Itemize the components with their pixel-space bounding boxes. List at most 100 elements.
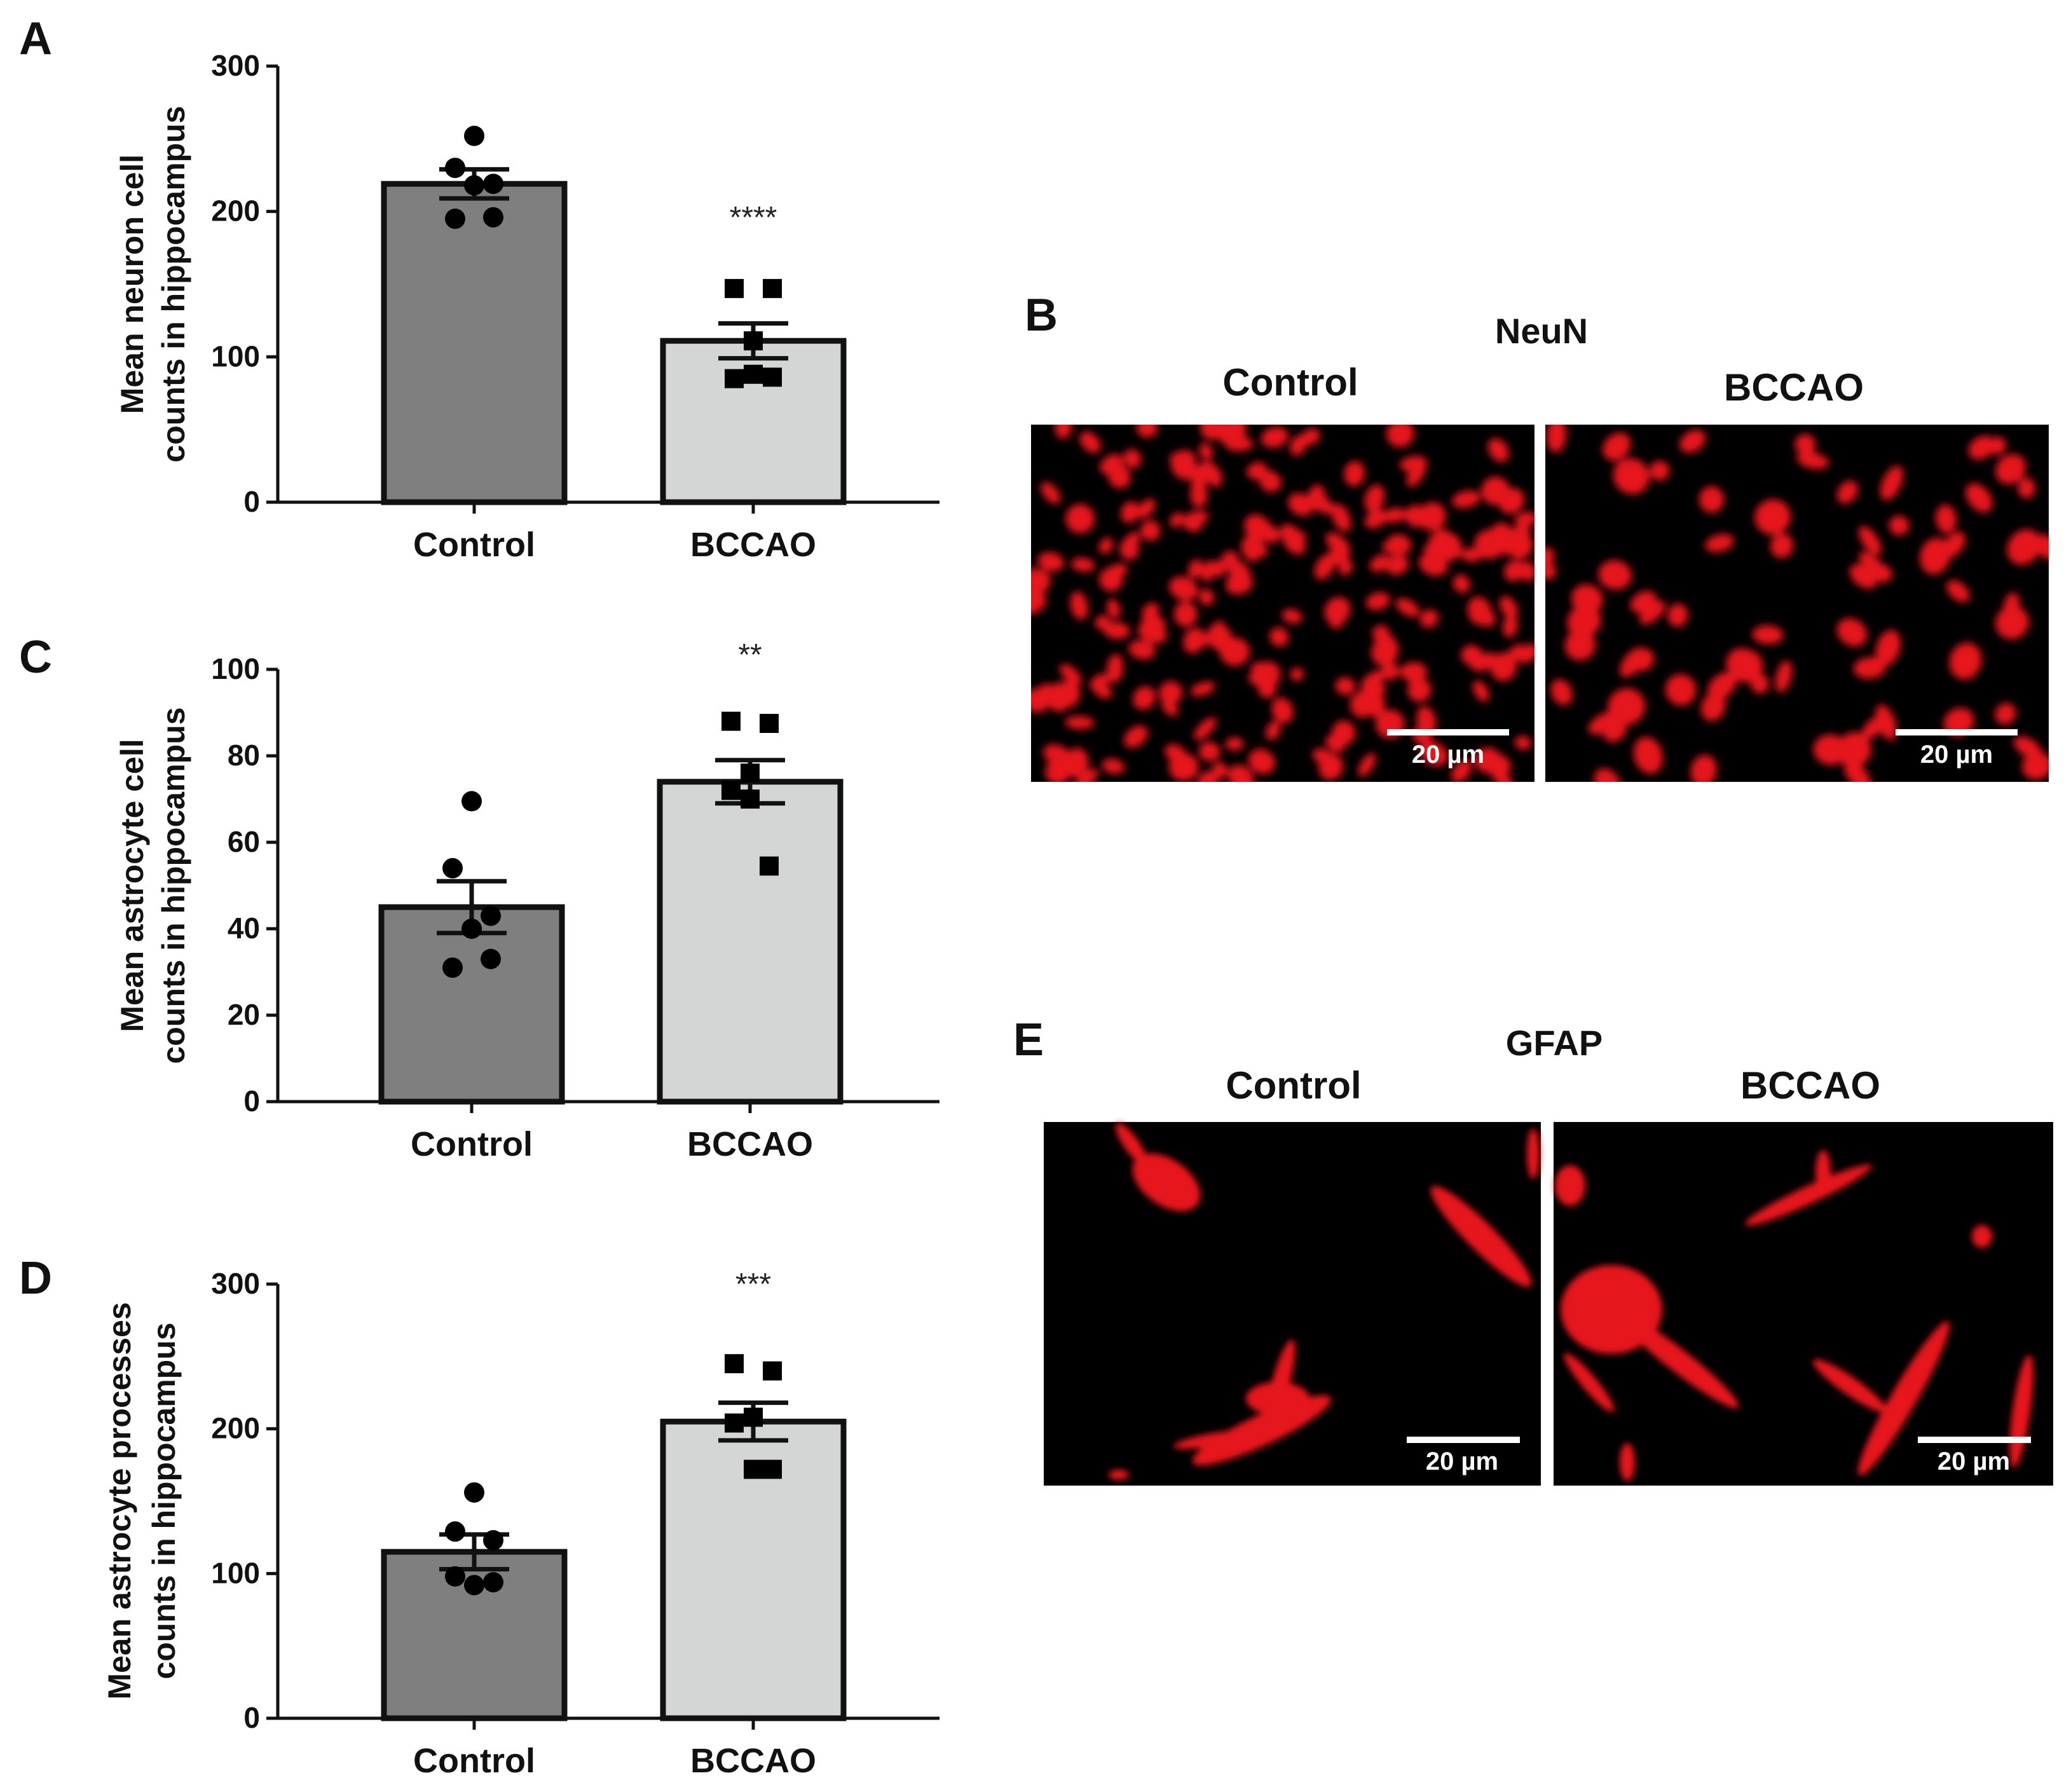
neun-stained-cell [1290,667,1304,681]
neun-stained-cell [1314,553,1336,580]
neun-stained-cell [2003,592,2020,621]
neun-stained-cell [1103,622,1130,640]
x-tick-label-control: Control [413,1742,535,1780]
neun-stained-cell [1079,431,1101,453]
neun-stained-cell [1074,768,1098,782]
data-point-control [461,919,482,939]
neun-stained-cell [1512,543,1533,560]
neun-control-label: Control [1222,361,1358,404]
neun-stained-cell [1065,503,1095,533]
y-tick-label: 300 [211,49,260,82]
data-point-control [464,125,484,146]
y-tick-label: 0 [243,1701,260,1734]
neun-stained-cell [1836,618,1868,647]
y-tick-label: 100 [211,339,260,373]
data-point-bccao [763,1361,782,1381]
gfap-bccao-label: BCCAO [1740,1064,1880,1107]
y-axis-label-line1: Mean astrocyte processes [102,1302,137,1699]
neun-stained-cell [1690,755,1717,782]
neun-stained-cell [1451,759,1472,782]
neun-stained-cell [1386,554,1409,575]
data-point-bccao [744,1407,763,1427]
neun-stained-cell [1308,491,1334,514]
neun-stained-cell [1889,515,1910,536]
neun-stained-cell [1836,481,1858,504]
neun-stained-cell [1499,596,1518,619]
neun-bccao-stain [1545,425,2049,782]
neun-stained-cell [1632,648,1655,671]
neun-stained-cell [1259,470,1281,493]
data-point-bccao [741,790,760,809]
neun-stained-cell [1844,760,1871,782]
neun-stained-cell [1108,464,1131,489]
neun-stained-cell [1194,717,1217,741]
neun-stained-cell [1770,533,1794,558]
x-tick-label-control: Control [411,1125,533,1163]
y-tick-label: 0 [243,1084,260,1118]
chart-astrocyte-processes: 0 100 200 300 Control BCCAO Mean astrocyte pro… [102,1267,940,1780]
gfap-title: GFAP [1506,1023,1603,1063]
data-point-bccao [763,278,782,298]
y-axis-label-line1: Mean neuron cell [114,154,150,414]
gfap-control-stain [1109,1123,1540,1480]
neun-stained-cell [1995,454,2026,484]
neun-stained-cell [1121,501,1140,523]
neun-stained-cell [1995,606,2029,640]
neun-stained-cell [1428,528,1451,554]
neun-stained-cell [1200,561,1215,582]
neun-stained-cell [2007,529,2042,565]
neun-stained-cell [1365,592,1390,610]
x-tick-label-bccao: BCCAO [690,1742,816,1780]
neun-stained-cell [1213,425,1234,444]
neun-stained-cell [1302,428,1320,445]
neun-stained-cell [1169,576,1198,601]
data-point-control [483,1571,503,1592]
neun-stained-cell [1608,688,1646,725]
neun-stained-cell [1197,770,1220,782]
y-axis-label-line1: Mean astrocyte cell [114,739,150,1032]
neun-stained-cell [1395,598,1420,617]
neun-stained-cell [2034,535,2049,561]
neun-stained-cell [1225,737,1244,751]
data-point-control [483,207,503,228]
data-point-bccao [725,278,744,298]
neun-stained-cell [1946,580,1970,603]
data-point-control [464,1482,484,1503]
data-point-bccao [763,367,782,387]
data-point-control [445,1521,465,1542]
neun-stained-cell [1248,749,1276,774]
panel-label-e: E [1013,1015,1044,1065]
neun-stained-cell [1399,456,1428,472]
neun-stained-cell [1361,670,1386,690]
neun-stained-cell [1124,725,1148,748]
gfap-bccao-scale-bar [1918,1437,2031,1443]
neun-micrograph-panel: NeuN Control BCCAO 20 µm 20 µm [1031,311,2049,782]
neun-stained-cell [1949,642,1982,680]
neun-stained-cell [1362,690,1385,718]
neun-stained-cell [1261,427,1288,448]
neun-stained-cell [1698,486,1725,513]
neun-stained-cell [1452,490,1481,509]
gfap-control-image: 20 µm [1044,1122,1541,1486]
neun-stained-cell [1407,678,1432,702]
data-point-control [464,1575,484,1596]
neun-stained-cell [1859,551,1889,580]
neun-stained-cell [1416,706,1437,736]
data-point-bccao [721,711,741,731]
neun-stained-cell [1041,482,1061,504]
data-point-bccao [725,369,744,388]
neun-stained-cell [1335,677,1356,695]
neun-stained-cell [1603,432,1631,461]
neun-stained-cell [1794,434,1816,455]
y-axis-label-line2: counts in hippocampus [156,106,191,462]
chart-neuron-counts: 0 100 200 300 Control BCCAO Mean neuron cell co… [114,49,940,564]
data-point-bccao [741,763,760,783]
neun-stained-cell [1199,589,1215,606]
neun-stained-cell [1490,652,1517,681]
neun-stained-cell [1107,598,1121,619]
panel-label-a: A [19,13,52,64]
panel-label-c: C [19,632,52,683]
neun-stained-cell [1920,538,1951,575]
neun-stained-cell [1199,443,1213,460]
y-axis-label-line2: counts in hippocampus [146,1322,182,1679]
